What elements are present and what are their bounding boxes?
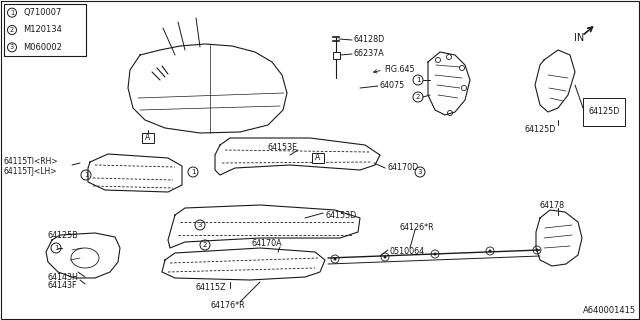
Text: A: A [316, 154, 321, 163]
Text: 1: 1 [84, 172, 88, 178]
Circle shape [333, 258, 337, 260]
Text: 64125D: 64125D [524, 125, 556, 134]
Text: M060002: M060002 [23, 43, 62, 52]
Text: 2: 2 [10, 27, 14, 33]
Circle shape [488, 250, 492, 252]
Text: 64128D: 64128D [353, 36, 384, 44]
Text: 3: 3 [10, 44, 14, 50]
Text: A: A [145, 133, 150, 142]
Text: 64153D: 64153D [325, 211, 356, 220]
Text: 64125D: 64125D [588, 108, 620, 116]
Text: 64075: 64075 [379, 82, 404, 91]
Circle shape [383, 255, 387, 259]
Text: 3: 3 [198, 222, 202, 228]
Text: 64170D: 64170D [388, 164, 419, 172]
Text: 3: 3 [418, 169, 422, 175]
Text: 64170A: 64170A [252, 239, 283, 249]
Text: 0510064: 0510064 [390, 247, 425, 257]
Text: FIG.645: FIG.645 [384, 66, 415, 75]
Text: 64176*R: 64176*R [211, 300, 245, 309]
Text: 64178: 64178 [540, 201, 565, 210]
Bar [583, 98, 625, 126]
Text: 1: 1 [54, 245, 58, 251]
Text: Q710007: Q710007 [23, 8, 61, 17]
FancyBboxPatch shape [142, 133, 154, 143]
Text: 64115Z: 64115Z [195, 284, 226, 292]
Bar [333, 52, 340, 59]
Bar [4, 4, 86, 56]
Circle shape [433, 252, 436, 255]
FancyBboxPatch shape [312, 153, 324, 163]
Text: 64125B: 64125B [48, 231, 79, 241]
Text: M120134: M120134 [23, 26, 62, 35]
Text: 1: 1 [191, 169, 195, 175]
Text: 2: 2 [203, 242, 207, 248]
Text: 1: 1 [10, 10, 14, 16]
Text: 2: 2 [416, 94, 420, 100]
Text: 66237A: 66237A [353, 50, 384, 59]
Text: 64115TJ<LH>: 64115TJ<LH> [3, 166, 56, 175]
Text: A640001415: A640001415 [583, 306, 636, 315]
Text: 64126*R: 64126*R [400, 222, 435, 231]
Text: 64143H: 64143H [48, 273, 79, 282]
Text: 64143F: 64143F [48, 282, 77, 291]
Text: 64153E: 64153E [268, 143, 298, 153]
Text: 1: 1 [416, 77, 420, 83]
Circle shape [536, 249, 538, 252]
Text: 64115TI<RH>: 64115TI<RH> [3, 157, 58, 166]
Text: IN: IN [574, 33, 584, 43]
